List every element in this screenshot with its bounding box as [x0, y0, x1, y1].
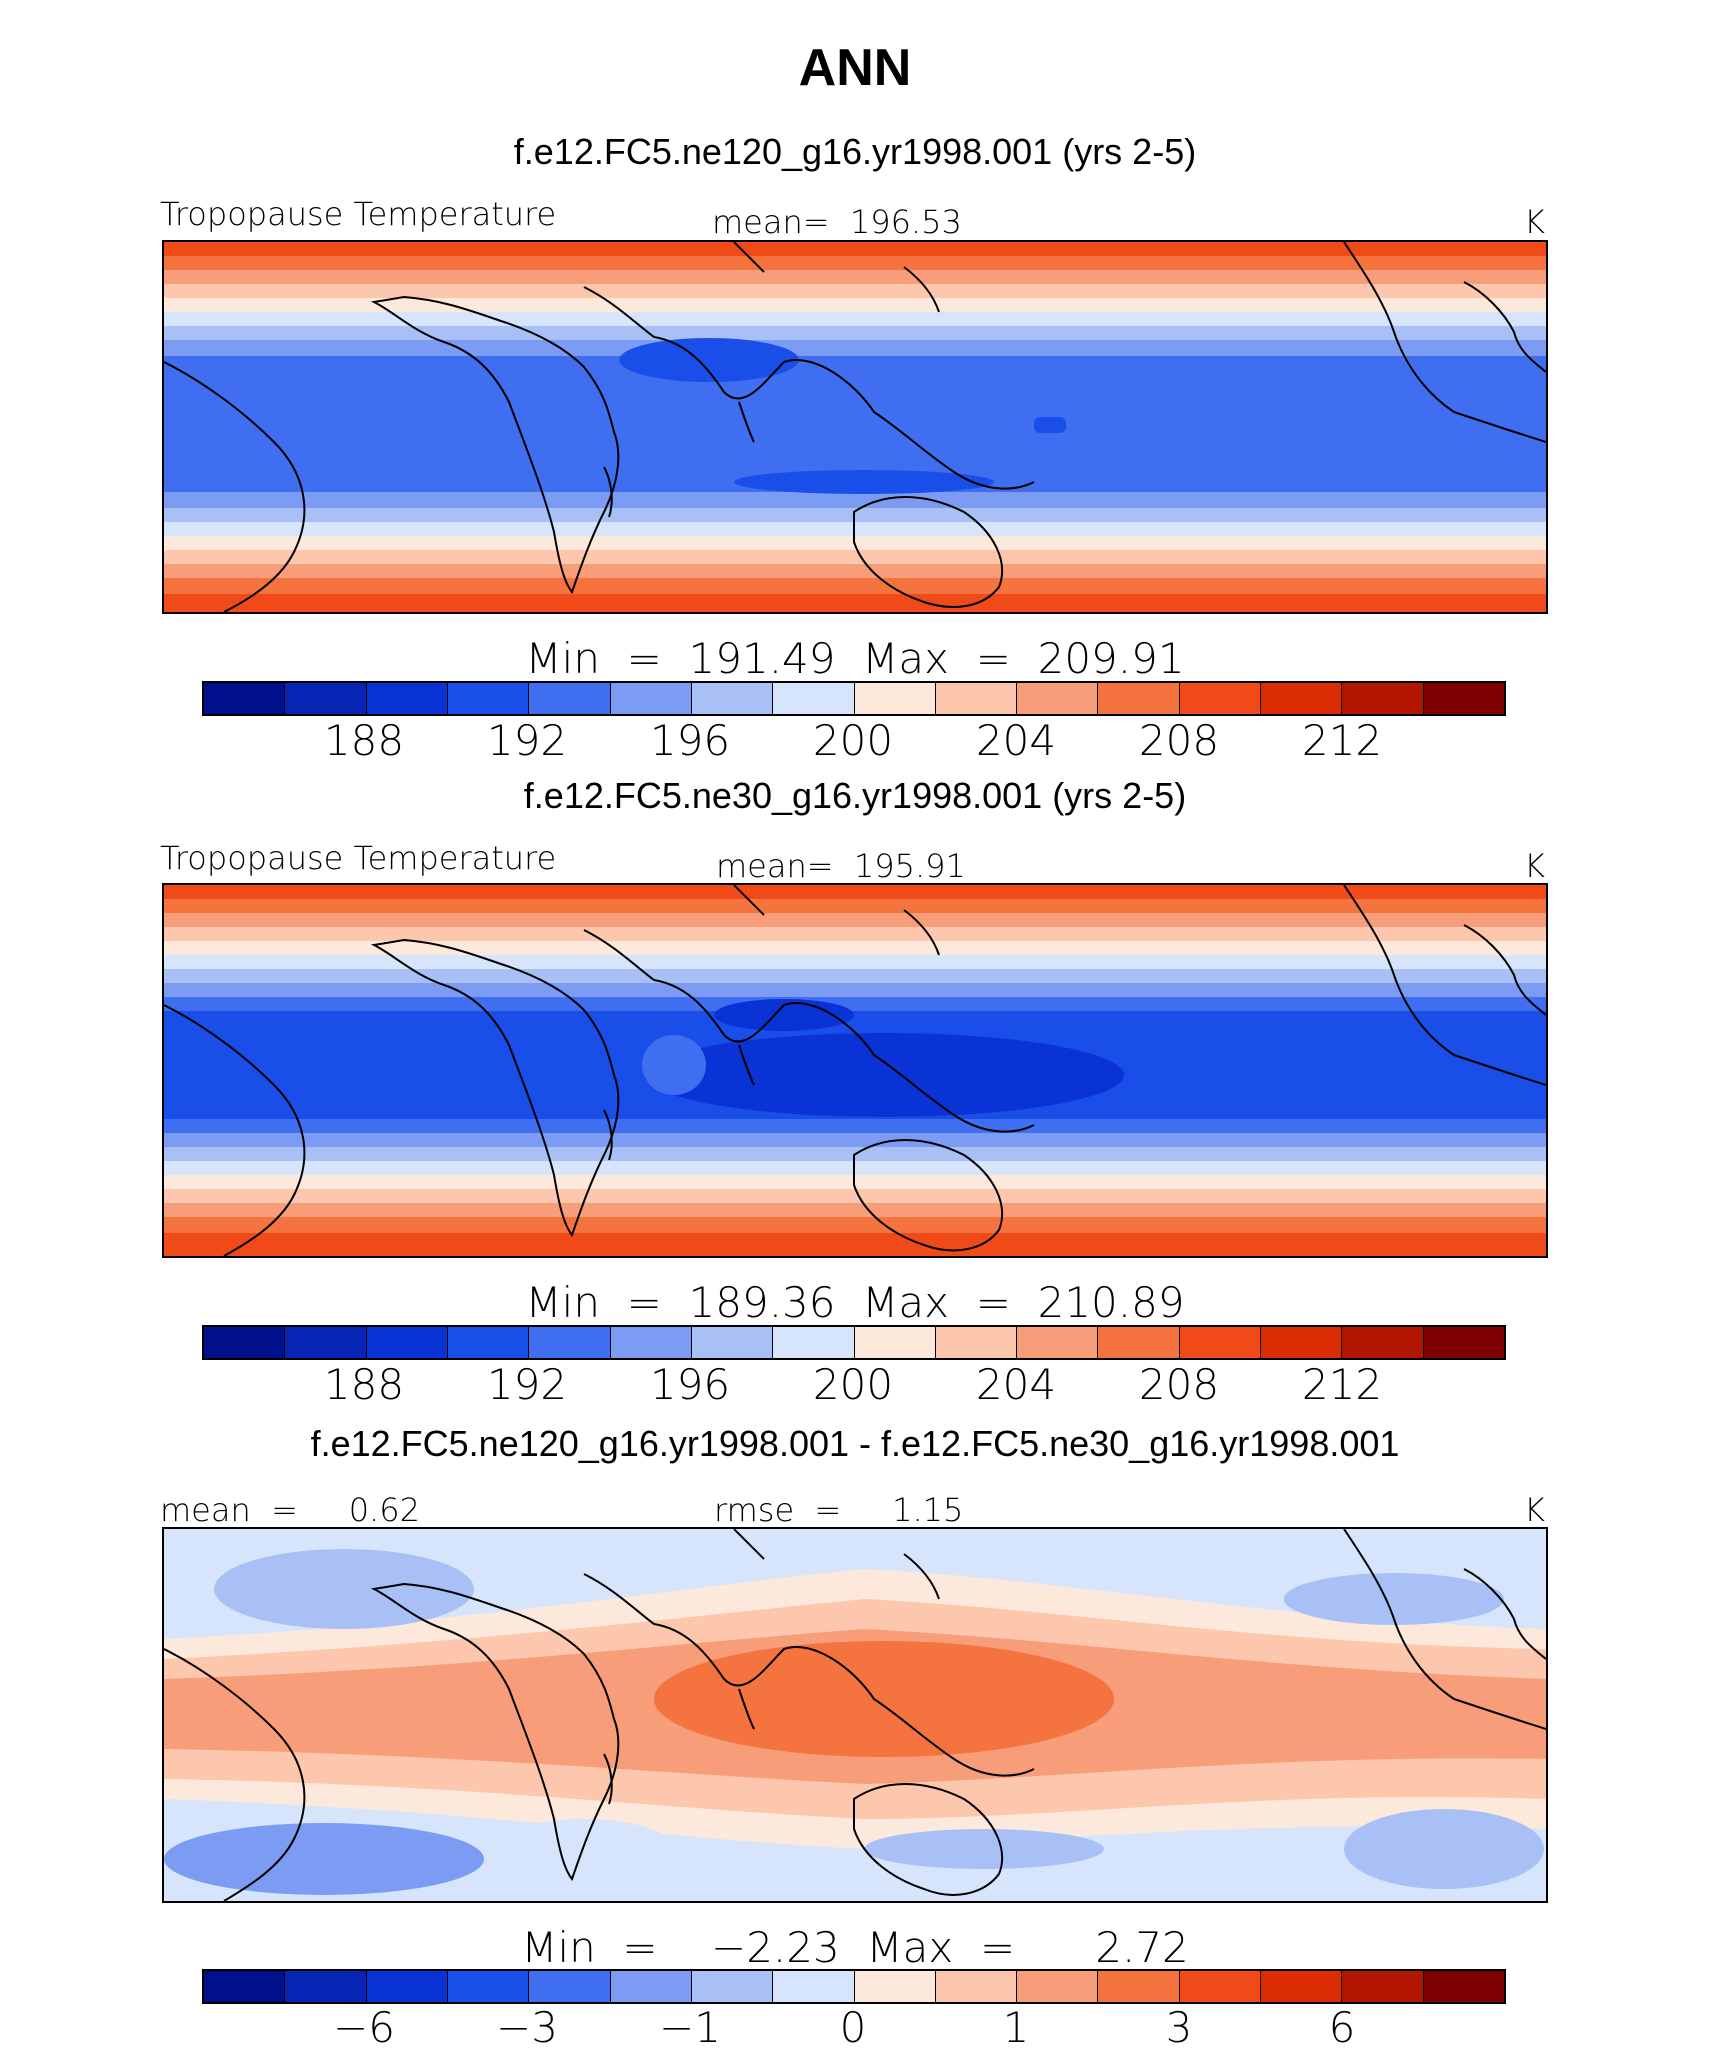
- panel-3-map: [162, 1527, 1548, 1903]
- panel-1-mean-label: mean= 196.53: [712, 203, 962, 241]
- panel-3-tick: 3: [1165, 2003, 1193, 2052]
- panel-3-tick: −6: [333, 2003, 395, 2052]
- colorbar-swatch: [854, 683, 936, 714]
- colorbar-swatch: [1261, 683, 1343, 714]
- panel-1-colorbar: [202, 681, 1506, 716]
- panel-3-colorbar: [202, 1969, 1506, 2004]
- panel-3-title: f.e12.FC5.ne120_g16.yr1998.001 - f.e12.F…: [310, 1423, 1400, 1464]
- colorbar-swatch: [529, 683, 611, 714]
- colorbar-swatch: [1098, 683, 1180, 714]
- colorbar-swatch: [935, 1327, 1018, 1358]
- colorbar-swatch: [204, 1971, 286, 2002]
- panel-1-tick: 204: [975, 716, 1057, 765]
- colorbar-swatch: [1179, 1971, 1262, 2002]
- panel-2-colorbar: [202, 1325, 1506, 1360]
- panel-1-field: [164, 242, 1546, 612]
- colorbar-swatch: [1017, 1971, 1099, 2002]
- panel-2-field: [164, 885, 1546, 1256]
- panel-2-tick: 192: [486, 1360, 568, 1409]
- panel-1-minmax-label: Min = 191.49 Max = 209.91: [525, 634, 1185, 683]
- panel-2-mean-label: mean= 195.91: [716, 847, 966, 885]
- panel-1-tick: 188: [323, 716, 405, 765]
- colorbar-swatch: [366, 1971, 448, 2002]
- panel-3-field: [164, 1529, 1546, 1901]
- panel-2-title: f.e12.FC5.ne30_g16.yr1998.001 (yrs 2-5): [523, 775, 1187, 816]
- panel-1-variable-label: Tropopause Temperature: [160, 195, 557, 233]
- colorbar-swatch: [773, 683, 855, 714]
- colorbar-swatch: [610, 683, 692, 714]
- colorbar-swatch: [366, 683, 448, 714]
- colorbar-swatch: [610, 1971, 692, 2002]
- panel-2-tick: 200: [812, 1360, 894, 1409]
- colorbar-swatch: [1098, 1327, 1180, 1358]
- colorbar-swatch: [1098, 1971, 1180, 2002]
- colorbar-swatch: [610, 1327, 692, 1358]
- colorbar-swatch: [447, 683, 530, 714]
- colorbar-swatch: [285, 1971, 367, 2002]
- colorbar-swatch: [1423, 1971, 1504, 2002]
- colorbar-swatch: [854, 1971, 936, 2002]
- colorbar-swatch: [1261, 1327, 1343, 1358]
- colorbar-swatch: [691, 683, 774, 714]
- panel-3-tick: −3: [496, 2003, 558, 2052]
- panel-3-rmse-label: rmse = 1.15: [714, 1491, 964, 1529]
- colorbar-swatch: [1017, 1327, 1099, 1358]
- colorbar-swatch: [1179, 683, 1262, 714]
- colorbar-swatch: [773, 1971, 855, 2002]
- panel-3-tick: −1: [659, 2003, 721, 2052]
- colorbar-swatch: [1017, 683, 1099, 714]
- colorbar-swatch: [691, 1971, 774, 2002]
- panel-1-tick: 196: [649, 716, 731, 765]
- panel-2-map: [162, 883, 1548, 1258]
- main-title: ANN: [798, 39, 912, 97]
- panel-1-tick: 212: [1301, 716, 1383, 765]
- colorbar-swatch: [773, 1327, 855, 1358]
- colorbar-swatch: [935, 1971, 1018, 2002]
- panel-2-colorbar-ticks: 188 192 196 200 204 208 212: [0, 1362, 1710, 1408]
- colorbar-swatch: [1423, 1327, 1504, 1358]
- colorbar-swatch: [935, 683, 1018, 714]
- panel-1-colorbar-ticks: 188 192 196 200 204 208 212: [0, 718, 1710, 764]
- colorbar-swatch: [447, 1327, 530, 1358]
- panel-3-minmax-label: Min = −2.23 Max = 2.72: [521, 1923, 1189, 1972]
- panel-1-tick: 208: [1138, 716, 1220, 765]
- panel-2-tick: 208: [1138, 1360, 1220, 1409]
- colorbar-swatch: [447, 1971, 530, 2002]
- panel-3-colorbar-ticks: −6 −3 −1 0 1 3 6: [0, 2005, 1710, 2051]
- colorbar-swatch: [1179, 1327, 1262, 1358]
- colorbar-swatch: [285, 1327, 367, 1358]
- panel-2-tick: 204: [975, 1360, 1057, 1409]
- panel-3-tick: 6: [1328, 2003, 1356, 2052]
- colorbar-swatch: [1342, 683, 1424, 714]
- panel-2-units-label: K: [1524, 847, 1545, 885]
- colorbar-swatch: [1342, 1327, 1424, 1358]
- panel-2-minmax-label: Min = 189.36 Max = 210.89: [525, 1278, 1185, 1327]
- panel-1-tick: 200: [812, 716, 894, 765]
- colorbar-swatch: [285, 683, 367, 714]
- colorbar-swatch: [204, 683, 286, 714]
- panel-1-tick: 192: [486, 716, 568, 765]
- colorbar-swatch: [529, 1327, 611, 1358]
- panel-1-map: [162, 240, 1548, 614]
- panel-1-units-label: K: [1524, 203, 1545, 241]
- panel-2-tick: 196: [649, 1360, 731, 1409]
- colorbar-swatch: [691, 1327, 774, 1358]
- colorbar-swatch: [529, 1971, 611, 2002]
- colorbar-swatch: [366, 1327, 448, 1358]
- colorbar-swatch: [1423, 683, 1504, 714]
- colorbar-swatch: [204, 1327, 286, 1358]
- colorbar-swatch: [1342, 1971, 1424, 2002]
- panel-1-title: f.e12.FC5.ne120_g16.yr1998.001 (yrs 2-5): [513, 131, 1197, 172]
- panel-3-tick: 0: [839, 2003, 867, 2052]
- panel-3-mean-label: mean = 0.62: [160, 1491, 421, 1529]
- panel-3-units-label: K: [1524, 1491, 1545, 1529]
- colorbar-swatch: [854, 1327, 936, 1358]
- panel-2-tick: 188: [323, 1360, 405, 1409]
- panel-2-tick: 212: [1301, 1360, 1383, 1409]
- panel-2-variable-label: Tropopause Temperature: [160, 839, 557, 877]
- panel-3-tick: 1: [1002, 2003, 1030, 2052]
- colorbar-swatch: [1261, 1971, 1343, 2002]
